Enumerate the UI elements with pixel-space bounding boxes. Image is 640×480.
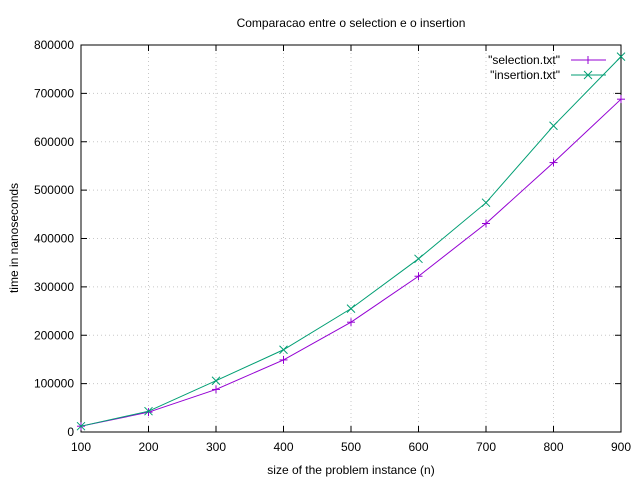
y-tick-label: 700000 bbox=[34, 86, 74, 100]
legend-marker bbox=[584, 56, 592, 64]
marker-stroke bbox=[549, 121, 558, 131]
data-point bbox=[144, 406, 153, 416]
y-tick-label: 100000 bbox=[34, 377, 74, 391]
data-point bbox=[549, 121, 558, 131]
y-tick-label: 600000 bbox=[34, 135, 74, 149]
data-point bbox=[76, 421, 86, 431]
x-tick-label: 100 bbox=[71, 440, 91, 454]
marker-stroke bbox=[616, 52, 626, 61]
x-tick-label: 900 bbox=[611, 440, 631, 454]
data-point bbox=[616, 52, 626, 61]
legend-label: "selection.txt" bbox=[488, 53, 560, 67]
data-point bbox=[617, 95, 625, 104]
marker-stroke bbox=[414, 254, 423, 264]
marker-stroke bbox=[481, 198, 491, 208]
x-tick-label: 200 bbox=[138, 440, 158, 454]
legend-label: "insertion.txt" bbox=[490, 68, 560, 82]
marker-stroke bbox=[211, 376, 221, 386]
y-tick-label: 300000 bbox=[34, 280, 74, 294]
data-point bbox=[549, 158, 558, 167]
marker-stroke bbox=[346, 304, 356, 313]
marker-stroke bbox=[583, 70, 593, 80]
x-tick-label: 600 bbox=[408, 440, 428, 454]
data-point bbox=[414, 254, 423, 264]
y-tick-label: 500000 bbox=[34, 183, 74, 197]
y-axis-label: time in nanoseconds bbox=[7, 183, 21, 293]
y-tick-label: 200000 bbox=[34, 328, 74, 342]
series-group bbox=[76, 52, 626, 431]
marker-stroke bbox=[279, 345, 288, 355]
axis-ticks: 100 200 300 400 500 600 700 800 900 0 100000 200000… bbox=[34, 38, 631, 454]
x-tick-label: 800 bbox=[543, 440, 563, 454]
marker-stroke bbox=[76, 421, 86, 431]
marker-stroke bbox=[144, 406, 153, 416]
x-tick-label: 500 bbox=[341, 440, 361, 454]
y-tick-label: 400000 bbox=[34, 232, 74, 246]
data-point bbox=[347, 318, 355, 327]
grid bbox=[81, 45, 621, 432]
data-point bbox=[212, 385, 220, 394]
x-tick-label: 300 bbox=[206, 440, 226, 454]
data-point bbox=[414, 272, 423, 281]
legend-marker bbox=[583, 70, 593, 80]
data-point bbox=[481, 198, 491, 208]
data-point bbox=[279, 355, 288, 364]
data-point bbox=[482, 219, 490, 228]
data-point bbox=[346, 304, 356, 313]
data-point bbox=[211, 376, 221, 386]
chart-title: Comparacao entre o selection e o inserti… bbox=[237, 16, 466, 30]
legend: "selection.txt""insertion.txt" bbox=[488, 53, 606, 82]
x-tick-label: 400 bbox=[273, 440, 293, 454]
data-point bbox=[279, 345, 288, 355]
x-axis-label: size of the problem instance (n) bbox=[267, 463, 434, 477]
x-tick-label: 700 bbox=[476, 440, 496, 454]
y-tick-label: 800000 bbox=[34, 38, 74, 52]
y-tick-label: 0 bbox=[67, 425, 74, 439]
